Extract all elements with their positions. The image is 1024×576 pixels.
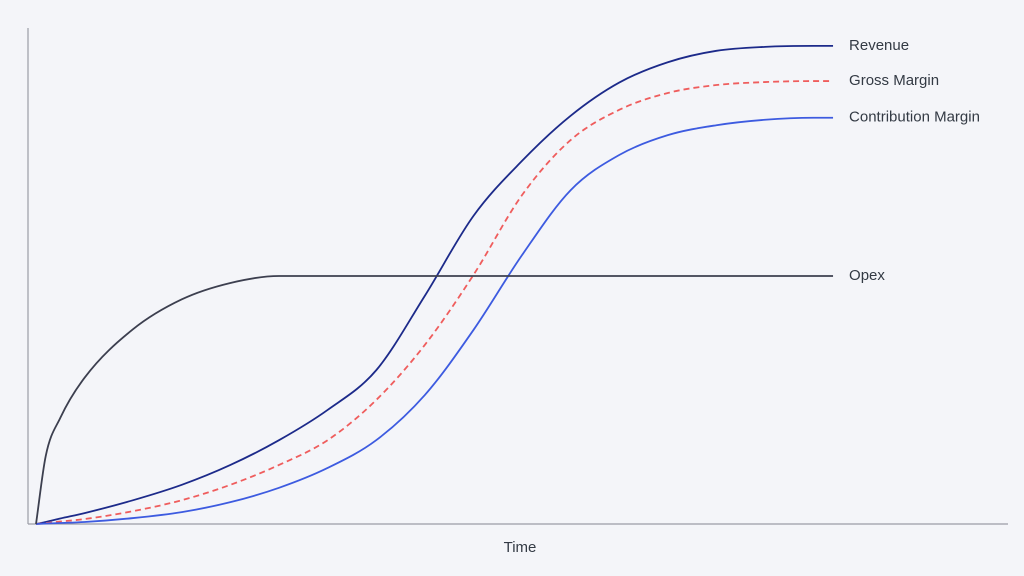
series-line [35, 44, 834, 525]
series-line [35, 80, 834, 525]
legend-label: Revenue [849, 37, 909, 54]
legend-label: Contribution Margin [849, 109, 980, 126]
legend-label: Opex [849, 267, 885, 284]
series-line [35, 116, 834, 525]
series-line [35, 275, 834, 525]
legend-label: Gross Margin [849, 72, 939, 89]
x-axis-label: Time [504, 539, 537, 556]
